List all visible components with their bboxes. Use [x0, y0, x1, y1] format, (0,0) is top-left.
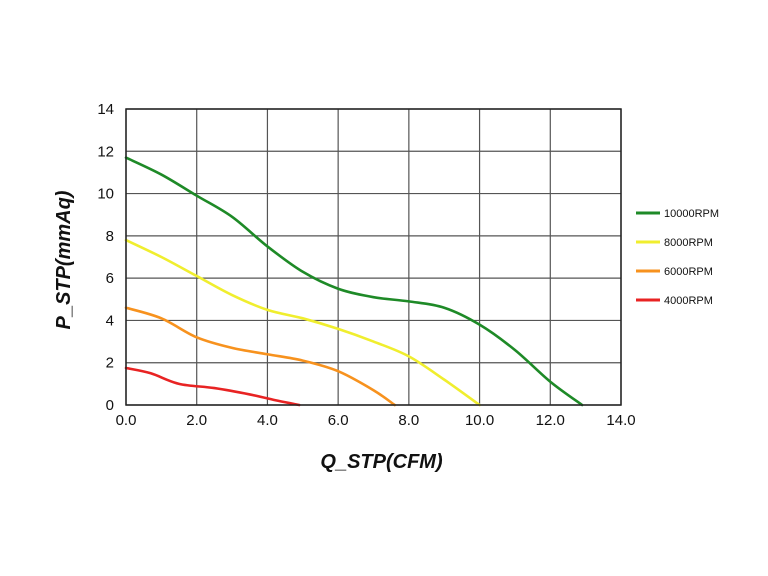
y-tick-label: 0	[106, 397, 114, 414]
series-line-4000rpm	[124, 366, 301, 407]
series-line-10000rpm	[124, 156, 584, 407]
x-tick-label: 10.0	[465, 412, 494, 429]
y-tick-label: 2	[106, 355, 114, 372]
series-layer	[124, 156, 584, 407]
legend: 10000RPM 8000RPM 6000RPM 4000RPM	[636, 208, 719, 307]
x-tick-label: 6.0	[328, 412, 349, 429]
x-tick-label: 12.0	[536, 412, 565, 429]
legend-label: 10000RPM	[664, 208, 719, 220]
y-tick-label: 6	[106, 270, 114, 287]
x-axis-title: Q_STP(CFM)	[320, 451, 443, 473]
y-tick-label: 8	[106, 228, 114, 245]
y-tick-label: 10	[97, 186, 114, 203]
legend-label: 4000RPM	[664, 295, 713, 307]
y-tick-label: 12	[97, 143, 114, 160]
x-tick-label: 4.0	[257, 412, 278, 429]
series-line-6000rpm	[124, 306, 397, 407]
plot-border	[125, 108, 622, 406]
legend-label: 8000RPM	[664, 237, 713, 249]
y-axis-title: P_STP(mmAq)	[53, 190, 75, 329]
x-tick-labels: 0.0 2.0 4.0 6.0 8.0 10.0 12.0 14.0	[116, 412, 636, 429]
y-tick-label: 14	[97, 101, 114, 118]
x-tick-label: 8.0	[398, 412, 419, 429]
grid	[125, 108, 622, 406]
x-tick-label: 0.0	[116, 412, 137, 429]
series-line-8000rpm	[124, 238, 481, 407]
y-tick-label: 4	[106, 312, 114, 329]
x-tick-label: 2.0	[186, 412, 207, 429]
legend-label: 6000RPM	[664, 266, 713, 278]
y-tick-labels: 0 2 4 6 8 10 12 14	[97, 101, 114, 414]
x-tick-label: 14.0	[606, 412, 635, 429]
